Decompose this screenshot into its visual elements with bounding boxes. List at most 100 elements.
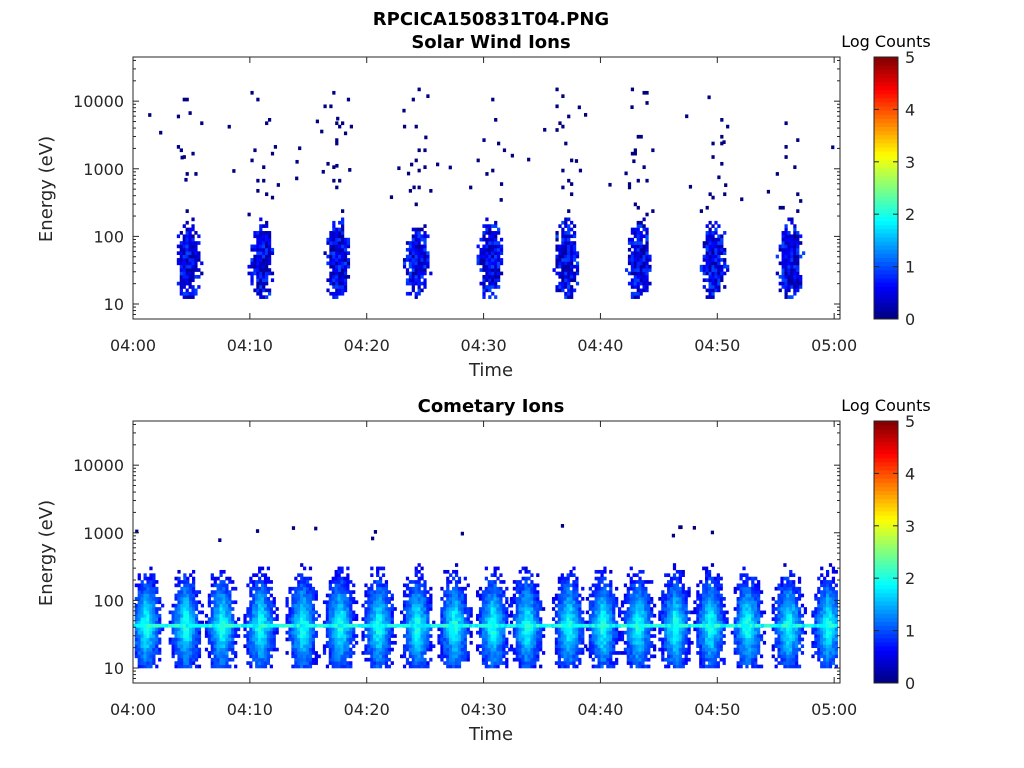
ion-count-cell (231, 657, 235, 662)
ion-count-cell (636, 278, 640, 283)
ion-count-cell (460, 654, 465, 659)
ion-count-cell (560, 647, 564, 652)
ion-count-cell (349, 600, 353, 605)
ion-count-cell (497, 244, 501, 249)
ion-count-cell (446, 617, 450, 621)
ion-count-cell (343, 271, 348, 276)
ion-count-cell (426, 637, 430, 642)
ion-count-cell (452, 651, 456, 655)
ion-count-cell (664, 657, 668, 662)
ion-count-cell (252, 630, 256, 635)
ion-count-cell (417, 288, 421, 293)
ion-count-cell (561, 251, 565, 255)
ion-count-cell (446, 634, 450, 638)
ion-count-cell (702, 271, 706, 276)
ion-count-cell (179, 148, 183, 153)
ion-count-cell (171, 640, 175, 645)
ion-count-cell (370, 607, 374, 611)
ion-count-cell (337, 654, 341, 659)
ion-count-cell (521, 576, 525, 581)
ion-count-cell (566, 586, 570, 591)
ion-count-cell (331, 603, 335, 608)
ion-count-cell (632, 620, 636, 625)
ion-count-cell (572, 610, 576, 615)
ion-count-cell (332, 241, 336, 245)
ion-count-cell (685, 114, 689, 119)
ion-count-cell (664, 583, 668, 588)
ion-count-cell (361, 617, 365, 621)
ion-count-cell (636, 231, 640, 235)
ion-count-cell (373, 590, 377, 594)
ion-count-cell (171, 647, 175, 652)
colorbar-swatch (874, 57, 898, 62)
ion-count-cell (563, 661, 567, 665)
ion-count-cell (572, 607, 576, 611)
ion-count-cell (246, 613, 250, 618)
ion-count-cell (705, 231, 709, 235)
ion-count-cell (393, 634, 397, 638)
ion-count-cell (338, 254, 342, 259)
ion-count-cell (644, 590, 648, 594)
ion-count-cell (180, 627, 184, 632)
ion-count-cell (314, 590, 318, 594)
ion-count-cell (636, 268, 640, 272)
ion-count-cell (488, 264, 492, 269)
ion-count-cell (647, 610, 651, 615)
ion-count-cell (341, 251, 345, 255)
ion-count-cell (265, 237, 269, 242)
ion-count-cell (266, 566, 271, 571)
ion-count-cell (594, 597, 598, 601)
ion-count-cell (566, 583, 570, 588)
ion-count-cell (408, 271, 413, 276)
ion-count-cell (361, 651, 365, 655)
ion-count-cell (387, 634, 391, 638)
ion-count-cell (305, 627, 310, 632)
ion-count-cell (499, 586, 503, 591)
ion-count-cell (343, 254, 348, 259)
ion-count-cell (349, 664, 353, 669)
ion-count-cell (521, 593, 525, 598)
colorbar-swatch (874, 298, 898, 304)
ion-count-cell (390, 620, 394, 625)
ion-count-cell (303, 630, 307, 635)
ion-count-cell (454, 569, 459, 574)
ion-count-cell (191, 251, 195, 255)
ion-count-cell (669, 630, 674, 635)
ion-count-cell (155, 613, 159, 618)
ion-count-cell (189, 573, 193, 578)
ion-count-cell (314, 617, 318, 621)
ion-count-cell (530, 651, 534, 655)
ion-count-cell (669, 651, 674, 655)
ion-count-cell (188, 244, 192, 249)
ion-count-cell (349, 620, 353, 625)
ion-count-cell (308, 576, 313, 581)
ion-count-cell (496, 620, 500, 625)
ion-count-cell (667, 590, 671, 594)
ion-count-cell (641, 610, 645, 615)
ion-count-cell (210, 573, 214, 578)
ion-count-cell (566, 654, 570, 659)
ion-count-cell (558, 247, 562, 252)
ion-count-cell (645, 231, 649, 235)
ion-count-cell (784, 227, 788, 232)
ion-count-cell (334, 644, 338, 649)
ion-count-cell (647, 620, 651, 625)
ion-count-cell (213, 580, 217, 584)
ion-count-cell (249, 576, 253, 581)
ion-count-cell (781, 268, 785, 272)
ion-count-cell (485, 227, 489, 232)
ion-count-cell (644, 613, 648, 618)
ion-count-cell (499, 634, 503, 638)
ion-count-cell (185, 278, 189, 283)
ion-count-cell (343, 613, 347, 618)
ion-count-cell (443, 590, 447, 594)
ion-count-cell (146, 576, 150, 581)
ion-count-cell (152, 580, 156, 584)
ion-count-cell (584, 620, 588, 625)
ion-count-cell (426, 258, 430, 262)
ion-count-cell (572, 644, 576, 649)
ion-count-cell (575, 640, 579, 645)
ion-count-cell (402, 590, 407, 594)
ion-count-cell (508, 613, 512, 618)
ion-count-cell (446, 630, 450, 635)
